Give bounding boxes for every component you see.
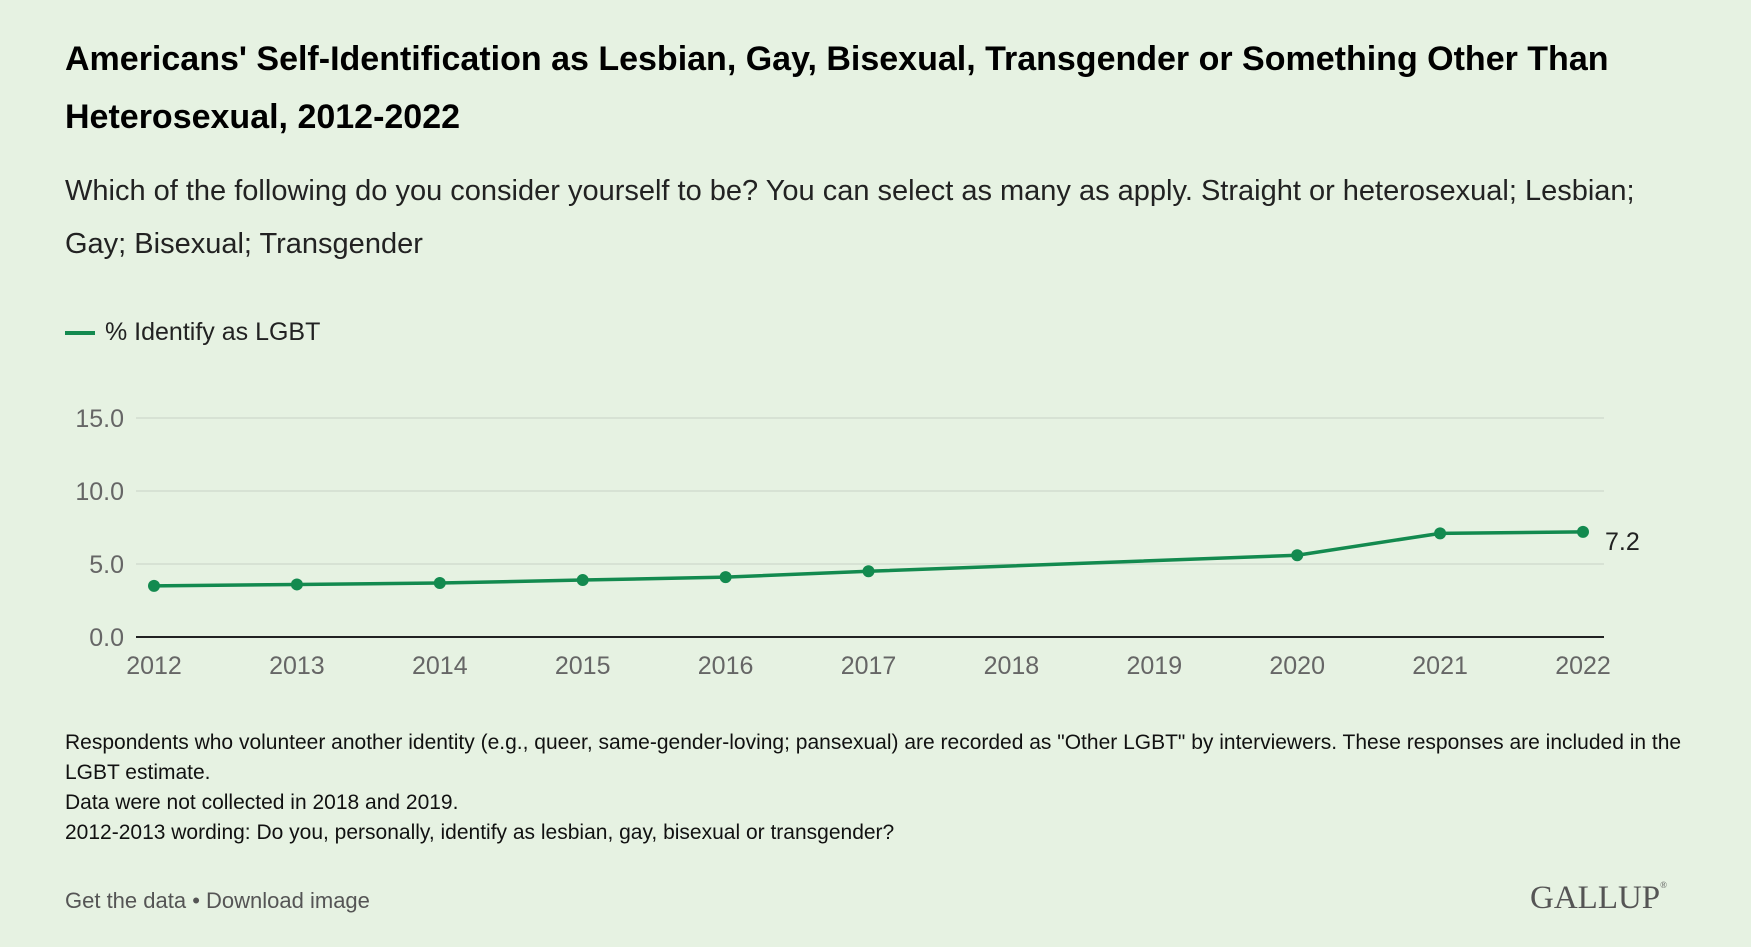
x-tick-label: 2013 [269,652,325,680]
x-tick-label: 2017 [841,652,897,680]
x-tick-label: 2016 [698,652,754,680]
data-point [433,576,446,589]
y-tick-label: 10.0 [75,478,124,506]
y-tick-label: 0.0 [89,624,124,652]
x-tick-label: 2022 [1555,652,1611,680]
footnotes: Respondents who volunteer another identi… [65,728,1715,848]
x-tick-label: 2014 [412,652,468,680]
x-tick-label: 2018 [984,652,1040,680]
data-point [576,574,589,587]
x-tick-label: 2019 [1126,652,1182,680]
footnote: Data were not collected in 2018 and 2019… [65,791,459,814]
y-tick-label: 5.0 [89,551,124,579]
x-tick-label: 2015 [555,652,611,680]
legend-label: % Identify as LGBT [105,318,321,346]
data-point [719,571,732,584]
separator: • [186,888,207,913]
line-chart: 0.0 5.0 10.0 15.0 2012 2013 2014 2015 2016 2017 20… [75,405,1640,680]
x-tick-label: 2021 [1412,652,1468,680]
data-point [290,578,303,591]
x-tick-label: 2020 [1269,652,1325,680]
y-tick-label: 15.0 [75,405,124,433]
data-point [862,565,875,578]
download-image-link[interactable]: Download image [206,888,370,913]
legend-swatch [65,330,95,335]
data-point [1434,527,1447,540]
series-line [153,530,1584,588]
legend: % Identify as LGBT [65,318,320,347]
footnote: Respondents who volunteer another identi… [65,731,1682,784]
chart-title: Americans' Self-Identification as Lesbia… [65,40,1609,136]
x-tick-label: 2012 [126,652,182,680]
data-point [1291,549,1304,562]
footnote: 2012-2013 wording: Do you, personally, i… [65,821,895,844]
data-point [148,579,160,592]
gallup-logo: GALLUP® [1530,880,1668,916]
get-data-link[interactable]: Get the data [65,888,187,913]
footer-links: Get the data • Download image [65,888,370,914]
chart-subtitle: Which of the following do you consider y… [65,175,1635,260]
data-point [1577,525,1589,538]
data-label: 7.2 [1605,528,1640,556]
